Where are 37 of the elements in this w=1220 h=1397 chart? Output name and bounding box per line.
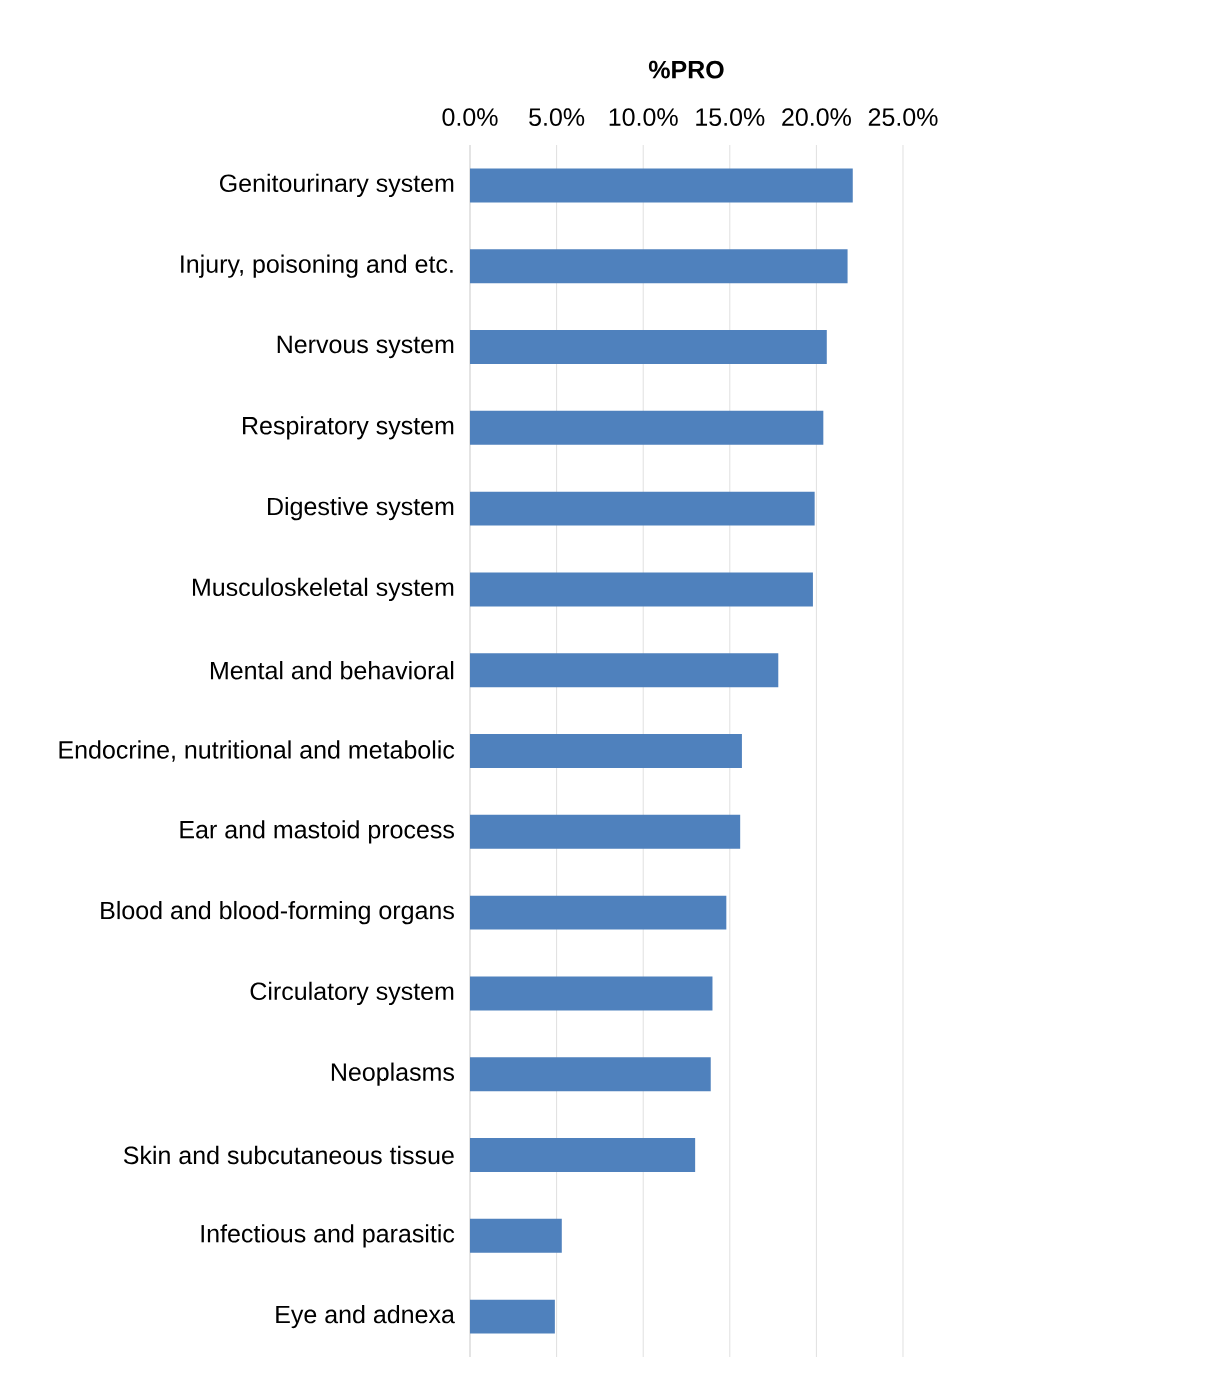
y-tick-label: Respiratory system <box>243 416 454 440</box>
x-tick-label: 15.0% <box>696 108 765 126</box>
x-axis-title: %PRO <box>648 60 724 79</box>
y-tick-label: Digestive system <box>268 496 454 521</box>
bar <box>469 653 779 688</box>
y-tick-label: Mental and behavioral <box>210 661 454 680</box>
y-tick-label: Endocrine, nutritional and metabolic <box>59 740 455 762</box>
bar <box>469 168 853 203</box>
y-tick-label: Injury, poisoning and etc. <box>181 254 453 278</box>
y-tick-label: Nervous system <box>277 335 454 359</box>
y-tick-label: Blood and blood-forming organs <box>101 900 454 925</box>
bar <box>469 1299 555 1334</box>
y-tick-label: Circulatory system <box>250 981 454 1006</box>
bar <box>469 572 813 607</box>
y-tick-label: Eye and adnexa <box>276 1304 455 1329</box>
bar <box>469 410 824 445</box>
bar <box>469 976 713 1011</box>
bar <box>469 491 815 526</box>
bar <box>469 1057 711 1092</box>
bar <box>469 814 741 849</box>
y-tick-label: Skin and subcutaneous tissue <box>123 1145 454 1165</box>
bar <box>469 734 742 768</box>
bar <box>469 249 848 284</box>
y-tick-label: Musculoskeletal system <box>192 577 454 602</box>
x-tick-label: 0.0% <box>442 108 498 126</box>
bar <box>469 330 827 364</box>
x-tick-label: 5.0% <box>529 108 585 126</box>
bar <box>469 1218 562 1253</box>
x-tick-label: 25.0% <box>868 108 938 126</box>
x-tick-label: 20.0% <box>782 108 851 126</box>
bar <box>469 895 727 930</box>
y-tick-label: Genitourinary system <box>219 173 454 198</box>
y-tick-label: Neoplasms <box>331 1062 455 1086</box>
y-tick-label: Ear and mastoid process <box>180 820 454 844</box>
bar <box>469 1138 696 1172</box>
y-tick-label: Infectious and parasitic <box>201 1224 455 1248</box>
x-tick-label: 10.0% <box>609 108 678 126</box>
